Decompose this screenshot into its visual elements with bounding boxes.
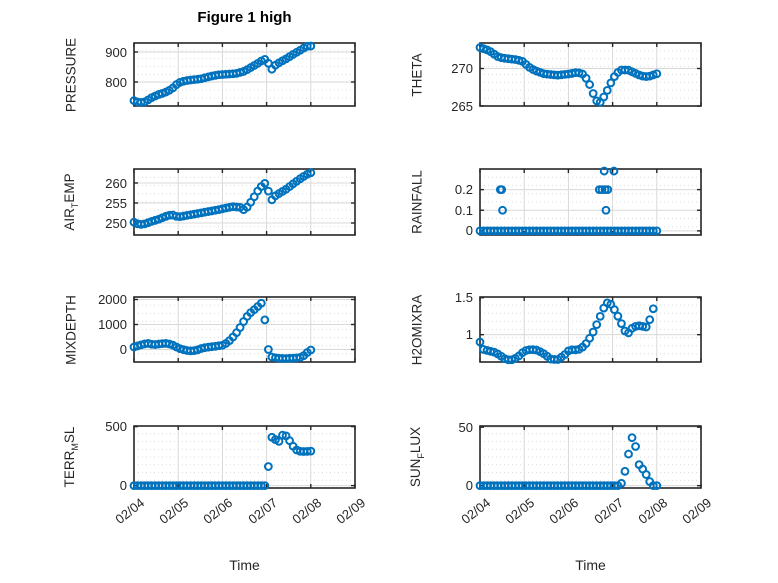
- mixdepth-ytick-label: 1000: [98, 317, 127, 332]
- air-temp-plot: [129, 168, 356, 236]
- terr-msl-series: [129, 430, 316, 491]
- air-temp-tick-marks: [133, 169, 356, 235]
- air-temp-major-grid: [134, 169, 355, 235]
- terr-msl-axes-frame: [133, 425, 356, 489]
- sun-flux-minor-grid: [480, 433, 701, 481]
- theta-ytick-label: 265: [451, 98, 473, 114]
- h2omixra-minor-grid: [480, 304, 701, 355]
- pressure-ylabel: PRESSURE: [63, 37, 79, 112]
- x-axis-label-left: Time: [229, 557, 260, 573]
- pressure-ytick-label: 800: [105, 74, 127, 90]
- figure-title: Figure 1 high: [197, 9, 292, 26]
- mixdepth-major-grid: [134, 297, 355, 362]
- theta-ytick-label: 270: [451, 61, 473, 76]
- h2omixra-ylabel: H2OMIXRA: [409, 294, 425, 365]
- h2omixra-tick-marks: [479, 297, 702, 362]
- rainfall-ylabel: RAINFALL: [409, 170, 425, 234]
- h2omixra-ytick-label: 1.5: [454, 290, 473, 306]
- rainfall-tick-marks: [479, 169, 702, 235]
- mixdepth-ytick-label: 0: [119, 342, 127, 357]
- theta-plot: [475, 42, 702, 107]
- air-temp-series: [129, 168, 316, 229]
- rainfall-major-grid: [480, 169, 701, 235]
- rainfall-ytick-label: 0: [465, 223, 473, 239]
- x-axis-label-right: Time: [575, 557, 606, 573]
- mixdepth-plot: [129, 296, 356, 363]
- h2omixra-series: [475, 298, 658, 365]
- terr-msl-major-grid: [134, 426, 355, 488]
- rainfall-plot: [475, 166, 702, 236]
- theta-ylabel: THETA: [409, 52, 425, 97]
- mixdepth-axes-frame: [133, 296, 356, 363]
- sun-flux-major-grid: [480, 426, 701, 488]
- mixdepth-series: [129, 298, 316, 363]
- mixdepth-tick-marks: [133, 297, 356, 362]
- pressure-plot: [129, 41, 356, 107]
- terr-msl-ytick-label: 0: [119, 478, 127, 494]
- sun-flux-series: [475, 433, 662, 491]
- h2omixra-ytick-label: 1: [465, 327, 473, 343]
- mixdepth-ytick-label: 2000: [98, 292, 127, 307]
- air-temp-ytick-label: 250: [105, 215, 127, 231]
- theta-series: [475, 43, 662, 107]
- rainfall-ytick-label: 0.1: [454, 202, 473, 218]
- sun-flux-axes-frame: [479, 425, 702, 489]
- mixdepth-minor-grid: [134, 304, 355, 355]
- terr-msl-ylabel: TERRMSL: [62, 426, 80, 488]
- air-temp-ytick-label: 260: [105, 175, 127, 191]
- mixdepth-ylabel: MIXDEPTH: [63, 294, 79, 365]
- h2omixra-plot: [475, 296, 702, 365]
- pressure-series: [129, 41, 316, 107]
- rainfall-ytick-label: 0.2: [454, 182, 473, 198]
- air-temp-axes-frame: [133, 168, 356, 236]
- terr-msl-plot: [129, 425, 356, 491]
- rainfall-series: [475, 166, 662, 236]
- rainfall-axes-frame: [479, 168, 702, 236]
- terr-msl-minor-grid: [134, 433, 355, 481]
- terr-msl-ytick-label: 500: [105, 419, 127, 435]
- pressure-axes-frame: [133, 42, 356, 107]
- h2omixra-axes-frame: [479, 296, 702, 363]
- terr-msl-tick-marks: [133, 425, 356, 488]
- sun-flux-ytick-label: 50: [458, 419, 473, 435]
- sun-flux-plot: [475, 425, 702, 491]
- pressure-ytick-label: 900: [105, 44, 127, 60]
- sun-flux-ytick-label: 0: [465, 478, 473, 494]
- air-temp-ylabel: AIRTEMP: [62, 173, 80, 231]
- sun-flux-tick-marks: [479, 426, 702, 488]
- air-temp-ytick-label: 255: [105, 195, 127, 211]
- sun-flux-ylabel: SUNFLUX: [408, 426, 426, 488]
- theta-axes-frame: [479, 42, 702, 107]
- rainfall-minor-grid: [480, 176, 701, 228]
